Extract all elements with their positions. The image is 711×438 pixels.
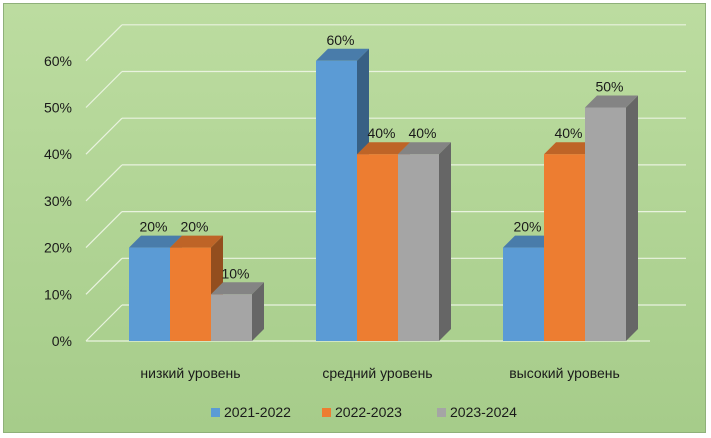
- category-label: средний уровень: [322, 365, 432, 381]
- y-axis-tick-labels: 0% 10% 20% 30% 40% 50% 60%: [44, 53, 72, 349]
- bar-top-face: [544, 142, 597, 155]
- y-tick-label: 30%: [44, 193, 72, 209]
- legend-label: 2023-2024: [450, 404, 517, 420]
- data-label: 60%: [326, 32, 354, 48]
- bar-side-face: [626, 95, 638, 341]
- data-label: 20%: [139, 219, 167, 235]
- y-tick-label: 10%: [44, 286, 72, 302]
- bar-front-face: [503, 247, 544, 341]
- bar-side-face: [252, 282, 264, 341]
- legend-label: 2022-2023: [335, 404, 402, 420]
- category-label: низкий уровень: [140, 365, 240, 381]
- y-tick-label: 0%: [52, 333, 72, 349]
- legend-swatch: [437, 408, 446, 417]
- category-label: высокий уровень: [509, 365, 620, 381]
- bars: [129, 48, 638, 342]
- gridline-diagonal: [85, 71, 123, 108]
- bar-top-face: [585, 95, 638, 108]
- data-label: 40%: [554, 125, 582, 141]
- bar-top-face: [211, 282, 264, 295]
- bar-top-face: [170, 235, 223, 248]
- y-tick-label: 60%: [44, 53, 72, 69]
- gridline-diagonal: [85, 117, 123, 155]
- data-label: 40%: [367, 125, 395, 141]
- chart-area: 0% 10% 20% 30% 40% 50% 60% 20% 20% 10% 60% 40% 40% 2…: [3, 3, 706, 433]
- bar-top-face: [398, 142, 451, 155]
- legend: 2021-2022 2022-2023 2023-2024: [211, 404, 517, 420]
- gridline-diagonal: [85, 257, 123, 295]
- bar: [585, 95, 638, 341]
- gridline-diagonal: [85, 304, 123, 342]
- gridline-diagonal: [85, 211, 123, 249]
- bar: [211, 282, 264, 341]
- bar-front-face: [170, 247, 211, 341]
- bar: [398, 142, 451, 341]
- y-tick-label: 40%: [44, 146, 72, 162]
- bar-chart: 0%10%20%30%40%50%60% 20% 20%10%60%40% 40%2…: [44, 24, 686, 420]
- bar-front-face: [211, 294, 252, 341]
- gridline-diagonal: [85, 164, 123, 202]
- data-labels: 20% 20% 10% 60% 40% 40% 20% 40% 50%: [139, 32, 623, 281]
- legend-item: 2023-2024: [437, 404, 517, 420]
- bar-front-face: [316, 60, 357, 342]
- bar-front-face: [357, 154, 398, 341]
- data-label: 20%: [180, 219, 208, 235]
- bar-front-face: [585, 107, 626, 341]
- bar-front-face: [129, 247, 170, 341]
- legend-label: 2021-2022: [224, 404, 291, 420]
- data-label: 50%: [595, 79, 623, 95]
- bar-front-face: [544, 154, 585, 341]
- bar-top-face: [503, 235, 556, 248]
- data-label: 10%: [221, 265, 249, 281]
- x-axis-category-labels: низкий уровень средний уровень высокий уро…: [140, 365, 619, 381]
- y-tick-label: 20%: [44, 240, 72, 256]
- gridline-diagonal: [85, 24, 123, 62]
- data-label: 40%: [408, 125, 436, 141]
- bar-top-face: [129, 235, 182, 248]
- data-label: 20%: [513, 219, 541, 235]
- bar-side-face: [439, 142, 451, 341]
- y-tick-label: 50%: [44, 100, 72, 116]
- bar-top-face: [357, 142, 410, 155]
- legend-swatch: [211, 408, 220, 417]
- legend-item: 2021-2022: [211, 404, 291, 420]
- bar-front-face: [398, 154, 439, 341]
- legend-swatch: [322, 408, 331, 417]
- legend-item: 2022-2023: [322, 404, 402, 420]
- bar-top-face: [316, 48, 369, 61]
